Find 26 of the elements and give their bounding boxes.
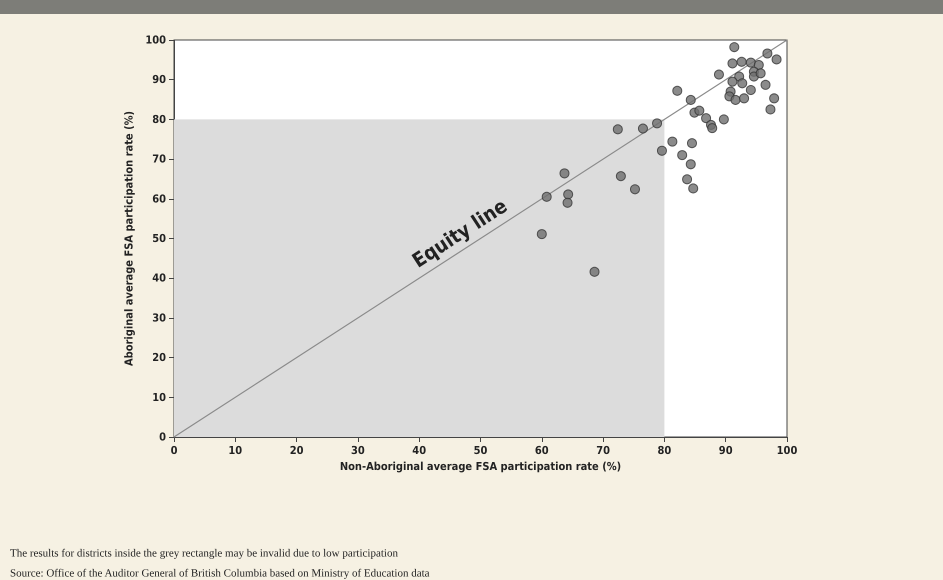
y-tick-label: 10 xyxy=(152,390,166,404)
x-tick-label: 60 xyxy=(534,444,549,457)
x-tick-label: 70 xyxy=(596,444,610,457)
y-tick-label: 20 xyxy=(152,351,166,364)
source-note: Source: Office of the Auditor General of British Columbia based on Ministry of Education data xyxy=(10,568,430,580)
y-tick-label: 100 xyxy=(145,34,166,46)
x-tick-label: 10 xyxy=(228,444,242,457)
x-tick-label: 90 xyxy=(718,444,733,457)
y-tick-label: 40 xyxy=(152,272,166,285)
y-tick-label: 60 xyxy=(152,192,166,206)
x-tick-label: 30 xyxy=(351,444,365,457)
x-axis-title: Non-Aboriginal average FSA participation rate (%) xyxy=(340,460,622,473)
y-tick-label: 70 xyxy=(152,152,166,166)
text: The results for districts inside the grey rectangle may be invalid due to low participation xyxy=(10,548,398,560)
x-tick-label: 0 xyxy=(170,444,178,457)
y-tick-label: 0 xyxy=(159,430,166,444)
y-tick-label: 90 xyxy=(152,73,166,86)
x-tick-label: 100 xyxy=(776,444,798,457)
y-tick-label: 30 xyxy=(152,311,166,324)
y-tick-label: 50 xyxy=(152,232,166,245)
y-axis-title: Aboriginal average FSA participation rate (%) xyxy=(122,110,136,366)
x-tick-label: 50 xyxy=(474,444,488,457)
x-tick-label: 80 xyxy=(658,444,672,457)
x-tick-label: 20 xyxy=(290,444,304,457)
x-tick-label: 40 xyxy=(412,444,426,457)
y-tick-label: 80 xyxy=(152,112,166,126)
